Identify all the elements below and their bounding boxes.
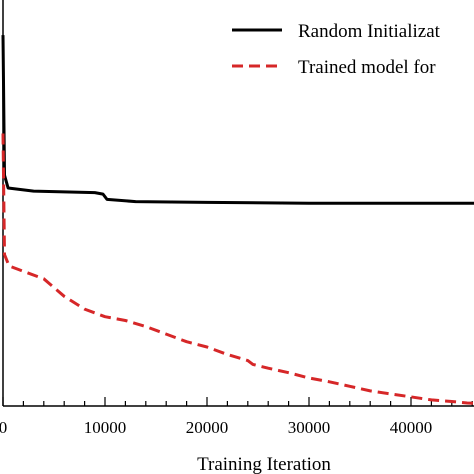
series-line-2 [1,133,474,405]
series-line-1 [1,35,474,205]
plot-series [1,35,474,405]
x-tick-label: 30000 [288,418,331,437]
x-tick-label: 40000 [390,418,433,437]
x-tick-label: 0 [0,418,7,437]
x-tick-label: 10000 [84,418,127,437]
x-tick-label: 20000 [186,418,229,437]
axes: 0 10000 20000 30000 40000 [0,0,474,437]
legend: Random Initializat Trained model for [232,21,441,78]
legend-label-2: Trained model for [298,57,436,78]
legend-label-1: Random Initializat [298,21,441,42]
x-axis-label: Training Iteration [197,454,331,474]
